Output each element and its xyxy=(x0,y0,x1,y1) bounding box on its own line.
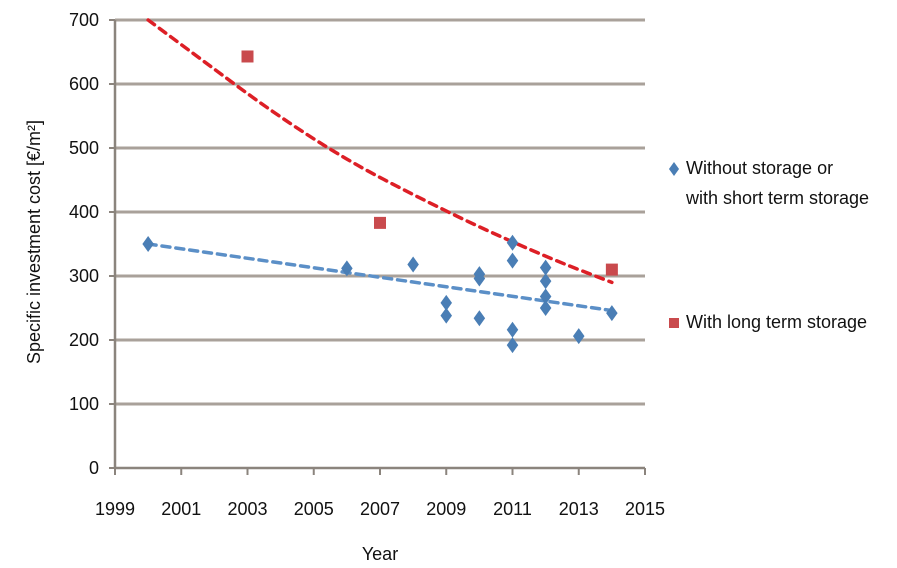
tick-labels: 0 100 200 300 400 500 600 700 1999 2001 2003 2005 20… xyxy=(69,10,665,519)
legend-label-long-term-0: With long term storage xyxy=(686,312,867,332)
x-axis-title: Year xyxy=(362,544,398,564)
trendline-long-term xyxy=(146,18,614,285)
x-tick-label-2013: 2013 xyxy=(559,499,599,519)
x-tick-label-1999: 1999 xyxy=(95,499,135,519)
y-tick-label-400: 400 xyxy=(69,202,99,222)
y-tick-label-500: 500 xyxy=(69,138,99,158)
y-tick-label-700: 700 xyxy=(69,10,99,30)
y-tick-label-300: 300 xyxy=(69,266,99,286)
x-tick-label-2007: 2007 xyxy=(360,499,400,519)
data-point-short-term-12 xyxy=(539,259,552,276)
legend-marker-long-term xyxy=(669,318,679,328)
legend-label-short-term-0: Without storage or xyxy=(686,158,833,178)
data-point-long-term-1 xyxy=(374,216,386,229)
trendline-short-term xyxy=(146,242,614,313)
x-tick-label-2011: 2011 xyxy=(493,499,532,519)
x-tick-label-2005: 2005 xyxy=(294,499,334,519)
y-tick-label-600: 600 xyxy=(69,74,99,94)
data-point-short-term-10 xyxy=(506,321,519,338)
x-tick-label-2015: 2015 xyxy=(625,499,665,519)
data-point-short-term-3 xyxy=(440,294,453,311)
data-points xyxy=(142,50,618,354)
y-tick-label-0: 0 xyxy=(89,458,99,478)
data-point-short-term-13 xyxy=(539,273,552,290)
legend: Without storage or with short term storag… xyxy=(668,158,869,332)
data-point-short-term-17 xyxy=(606,305,618,322)
data-point-short-term-11 xyxy=(506,337,519,354)
grid-lines xyxy=(115,18,645,406)
legend-label-short-term-1: with short term storage xyxy=(685,188,869,208)
data-point-short-term-0 xyxy=(142,236,154,252)
data-point-short-term-7 xyxy=(473,310,486,327)
data-point-short-term-6 xyxy=(473,270,486,287)
data-point-short-term-1 xyxy=(341,260,353,277)
data-point-short-term-9 xyxy=(506,252,519,269)
x-tick-label-2001: 2001 xyxy=(161,499,201,519)
legend-marker-short-term xyxy=(668,162,680,176)
y-tick-label-100: 100 xyxy=(69,394,99,414)
x-tick-label-2003: 2003 xyxy=(227,499,267,519)
y-axis-title: Specific investment cost [€/m²] xyxy=(24,120,44,364)
data-point-short-term-16 xyxy=(572,328,585,345)
data-point-long-term-0 xyxy=(241,50,254,63)
trendlines xyxy=(146,18,614,313)
data-point-long-term-2 xyxy=(605,263,618,276)
data-point-short-term-4 xyxy=(440,307,453,324)
y-tick-label-200: 200 xyxy=(69,330,99,350)
data-point-short-term-8 xyxy=(506,234,519,251)
x-tick-label-2009: 2009 xyxy=(426,499,466,519)
data-point-short-term-15 xyxy=(539,300,552,316)
data-point-short-term-14 xyxy=(539,288,552,305)
data-point-short-term-2 xyxy=(407,256,419,273)
axes xyxy=(109,19,646,475)
